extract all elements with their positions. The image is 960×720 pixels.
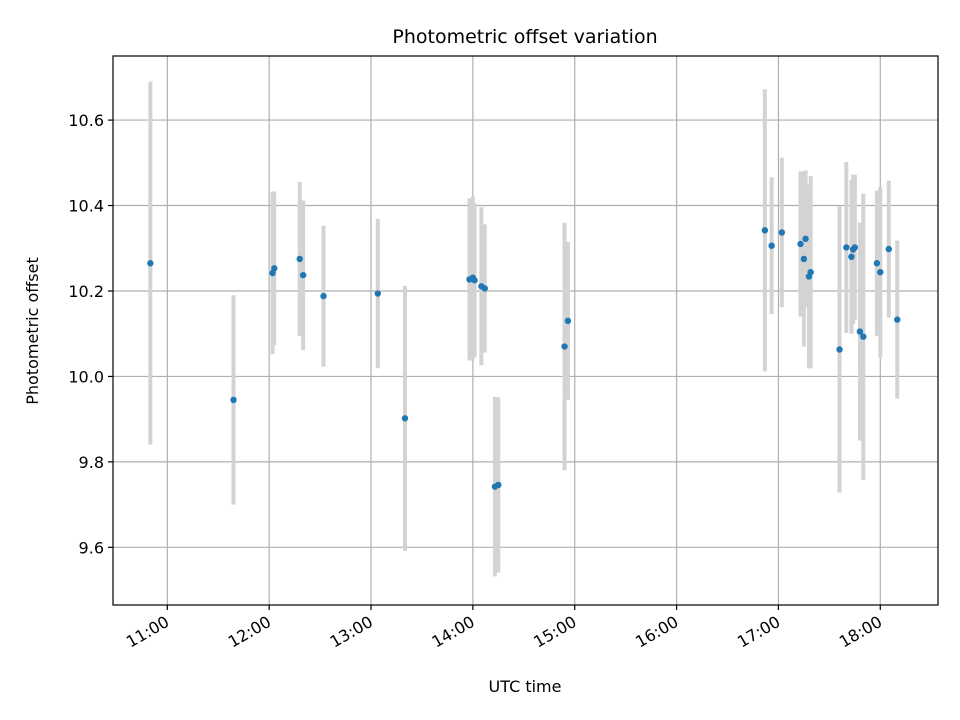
y-axis-label: Photometric offset (23, 257, 42, 405)
data-point (271, 265, 278, 272)
y-tick-label: 9.8 (79, 453, 104, 472)
data-point (797, 240, 804, 248)
data-point (894, 316, 901, 323)
data-point (761, 227, 769, 234)
data-point (800, 255, 808, 263)
data-point (807, 268, 814, 276)
y-tick-label: 9.6 (79, 538, 104, 557)
data-point (778, 229, 786, 236)
data-point (836, 346, 843, 353)
data-point (320, 292, 327, 300)
y-axis-ticks: 9.6 9.8 10.0 10.2 10.4 10.6 (68, 111, 113, 557)
grid (113, 56, 938, 605)
data-point (296, 255, 303, 263)
data-point (873, 260, 881, 267)
data-point (495, 481, 502, 489)
x-axis-label: UTC time (489, 677, 562, 696)
data-point (374, 290, 382, 297)
data-point (843, 244, 850, 251)
data-point (802, 235, 809, 243)
data-point (877, 268, 884, 276)
data-point (401, 415, 409, 422)
y-tick-label: 10.6 (68, 111, 104, 130)
data-point (564, 317, 572, 325)
data-point (768, 242, 775, 249)
data-point (860, 333, 867, 340)
data-point (230, 396, 237, 404)
data-point (481, 285, 488, 292)
data-point (856, 328, 864, 335)
chart-title: Photometric offset variation (392, 26, 657, 48)
data-point (147, 260, 154, 267)
data-points (147, 227, 901, 490)
data-point (299, 271, 307, 279)
data-point (471, 277, 478, 284)
y-tick-label: 10.2 (68, 282, 104, 301)
y-tick-label: 10.0 (68, 367, 104, 386)
data-point (848, 253, 855, 261)
y-tick-label: 10.4 (68, 197, 104, 216)
data-point (561, 343, 568, 350)
data-point (851, 244, 859, 251)
plot-frame (112, 55, 939, 606)
data-point (885, 245, 892, 253)
